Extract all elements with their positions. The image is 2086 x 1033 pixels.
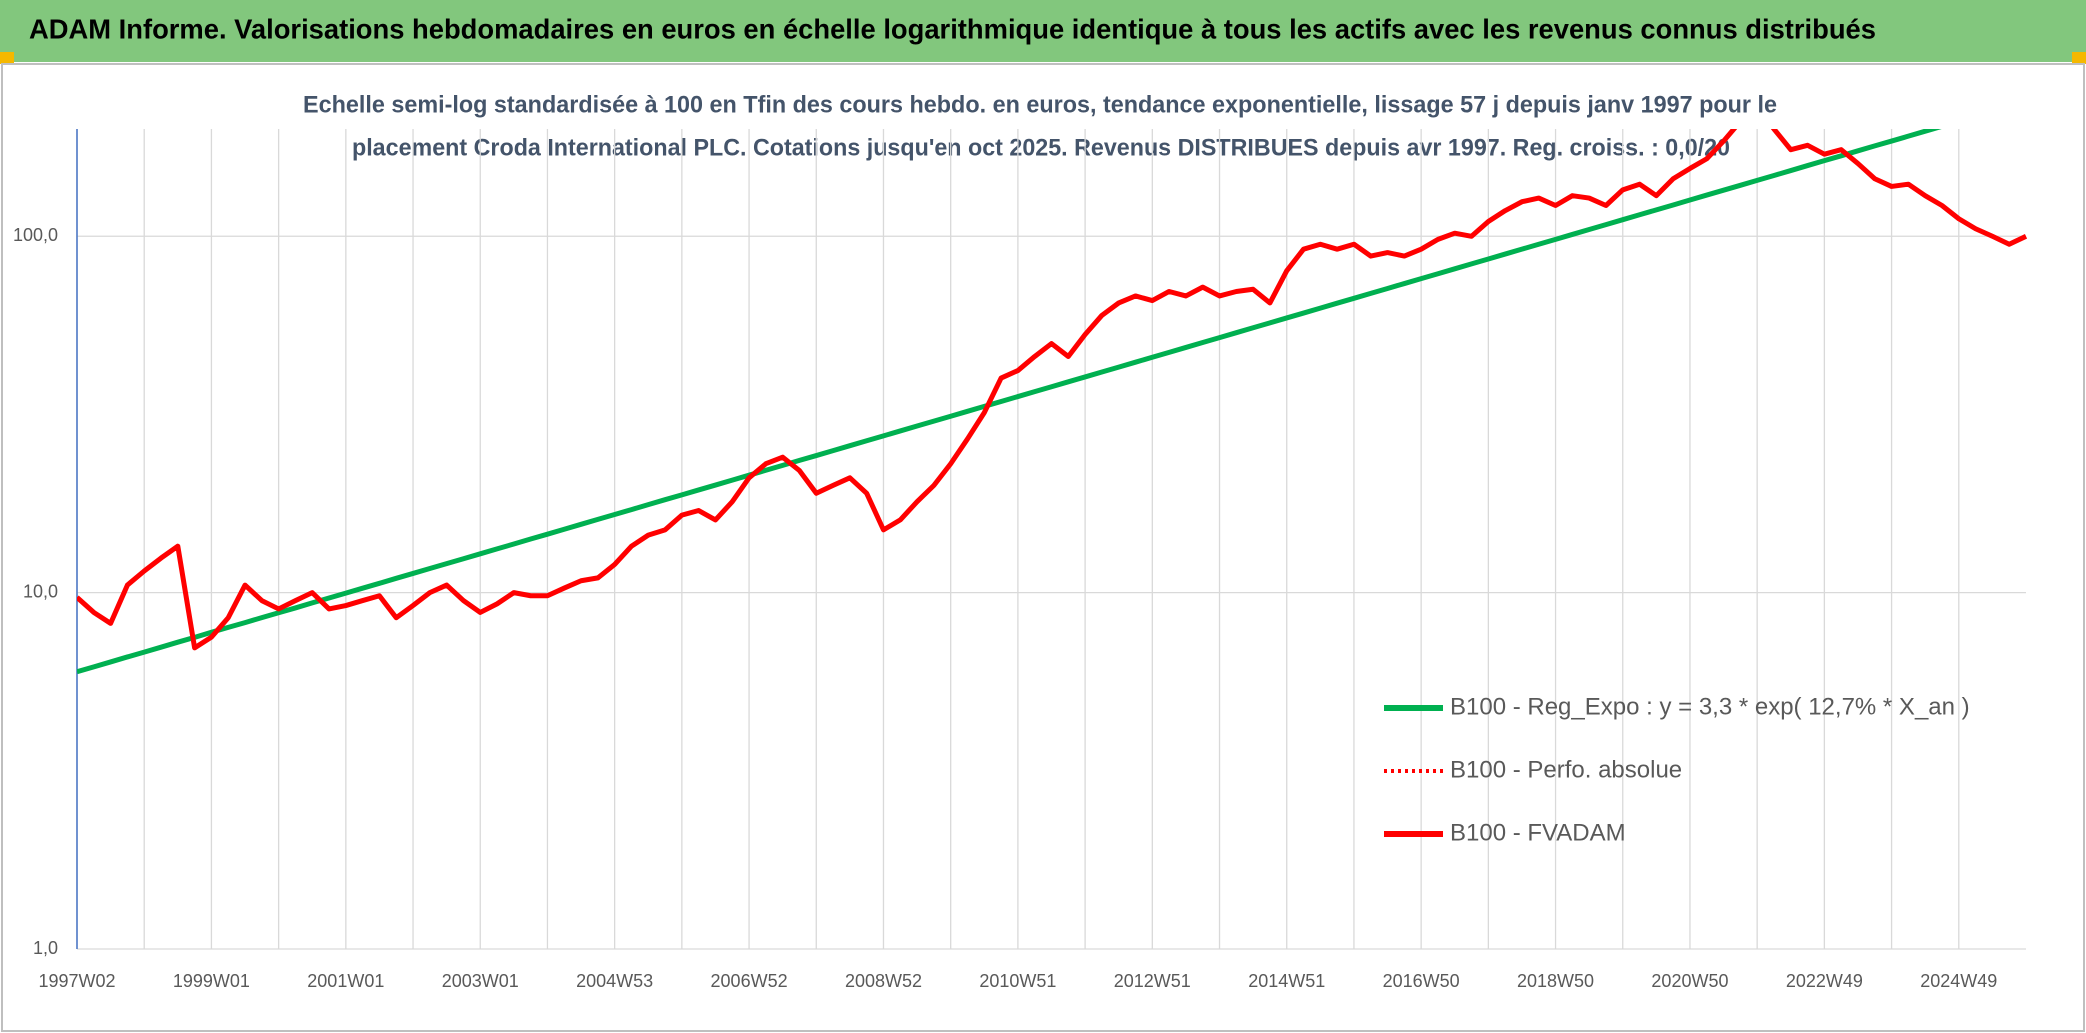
corner-marker [2072, 52, 2086, 64]
x-tick-label: 2010W51 [979, 971, 1056, 991]
x-tick-label: 2012W51 [1114, 971, 1191, 991]
corner-marker [0, 52, 14, 64]
y-tick-label: 100,0 [13, 225, 58, 245]
chart-subtitle: placement Croda International PLC. Cotat… [352, 134, 1730, 161]
y-tick-label: 10,0 [23, 581, 58, 601]
legend-label: B100 - FVADAM [1450, 819, 1626, 846]
plot-area [77, 129, 2027, 675]
x-tick-label: 2003W01 [442, 971, 519, 991]
x-tick-label: 2004W53 [576, 971, 653, 991]
x-tick-label: 2006W52 [711, 971, 788, 991]
series-line [77, 129, 1942, 675]
x-tick-label: 1997W02 [38, 971, 115, 991]
x-tick-label: 2001W01 [307, 971, 384, 991]
x-tick-label: 2022W49 [1786, 971, 1863, 991]
x-tick-label: 2014W51 [1248, 971, 1325, 991]
legend-label: B100 - Perfo. absolue [1450, 756, 1682, 783]
x-tick-label: 2018W50 [1517, 971, 1594, 991]
chart-subtitle: Echelle semi-log standardisée à 100 en T… [303, 91, 1777, 118]
x-tick-label: 2016W50 [1383, 971, 1460, 991]
x-tick-label: 2020W50 [1651, 971, 1728, 991]
y-tick-label: 1,0 [33, 938, 58, 958]
x-tick-label: 2008W52 [845, 971, 922, 991]
x-tick-label: 2024W49 [1920, 971, 1997, 991]
chart-frame [1, 63, 2085, 1032]
legend-label: B100 - Reg_Expo : y = 3,3 * exp( 12,7% *… [1450, 693, 1970, 720]
chart-title: ADAM Informe. Valorisations hebdomadaire… [29, 13, 1876, 44]
series-line [77, 129, 2027, 651]
x-tick-label: 1999W01 [173, 971, 250, 991]
title-bar [0, 0, 2086, 62]
